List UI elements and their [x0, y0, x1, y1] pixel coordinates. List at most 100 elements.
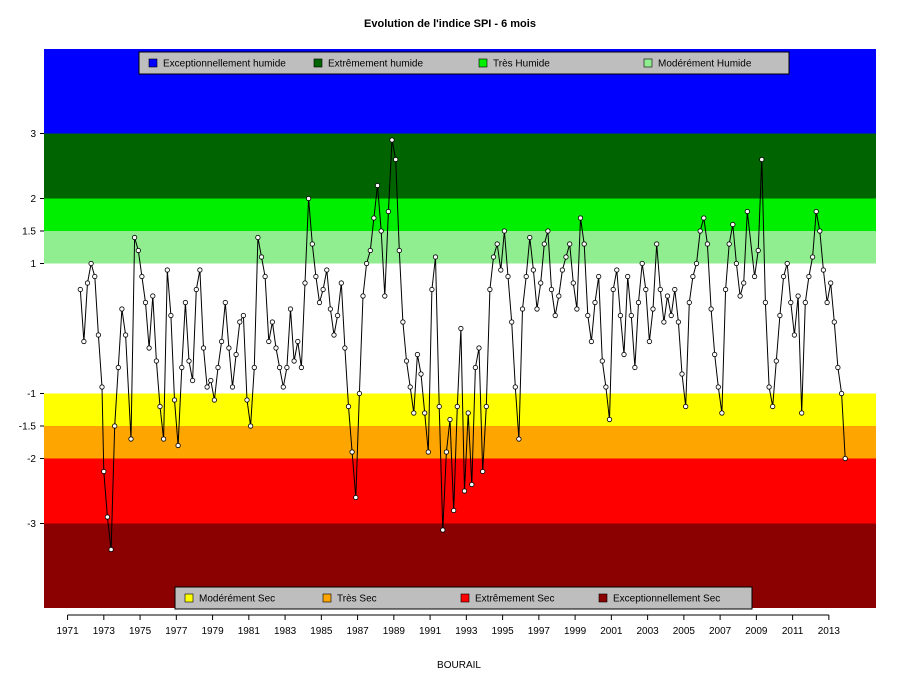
- data-point: [119, 306, 125, 312]
- data-point: [469, 481, 475, 488]
- data-point: [128, 436, 134, 442]
- data-point: [81, 338, 87, 345]
- data-point: [418, 371, 424, 377]
- data-point: [556, 293, 562, 299]
- data-point: [802, 299, 808, 306]
- data-point: [262, 273, 268, 280]
- data-point: [396, 247, 402, 254]
- y-tick-label: -3: [27, 519, 36, 530]
- x-tick-label: 1981: [238, 626, 261, 637]
- data-point: [266, 338, 272, 345]
- data-point: [84, 280, 91, 286]
- data-point: [382, 293, 388, 299]
- y-tick-label: -2: [27, 454, 36, 465]
- data-point: [389, 137, 395, 143]
- data-point: [719, 410, 725, 416]
- legend-bottom: Modérément Sec Très Sec Extrêmement Sec Exc…: [174, 586, 753, 610]
- data-point: [374, 182, 381, 189]
- data-point: [443, 449, 449, 455]
- data-point: [545, 228, 551, 234]
- data-point: [799, 410, 805, 416]
- data-point: [563, 254, 569, 260]
- data-point: [353, 494, 359, 501]
- data-point: [429, 286, 435, 293]
- x-tick-label: 1971: [56, 626, 79, 637]
- data-point: [240, 312, 246, 319]
- data-point: [132, 234, 138, 241]
- band-tres-humide: [44, 198, 876, 231]
- x-tick-label: 2007: [709, 626, 732, 637]
- data-point: [817, 228, 823, 234]
- data-point: [422, 410, 428, 416]
- data-point: [679, 371, 685, 377]
- data-point: [585, 312, 591, 319]
- data-point: [356, 390, 362, 397]
- data-point: [226, 345, 232, 351]
- data-point: [255, 234, 261, 241]
- data-point: [806, 273, 812, 280]
- data-point: [77, 286, 83, 293]
- data-point: [788, 299, 794, 306]
- x-tick-label: 2013: [818, 626, 841, 637]
- data-point: [538, 280, 544, 286]
- x-tick-label: 1977: [165, 626, 188, 637]
- data-point: [200, 345, 207, 351]
- data-point: [791, 332, 798, 338]
- band-moderement-humide: [44, 231, 876, 264]
- data-point: [559, 267, 566, 273]
- data-point: [498, 267, 504, 273]
- data-point: [186, 358, 192, 364]
- data-point: [324, 267, 330, 273]
- data-point: [108, 546, 114, 553]
- legend-label-extremement-sec: Extrêmement Sec: [475, 594, 554, 605]
- data-point: [197, 267, 203, 273]
- data-point: [519, 306, 526, 312]
- data-point: [302, 280, 308, 286]
- data-point: [628, 312, 634, 319]
- data-point: [171, 397, 178, 403]
- data-point: [153, 358, 159, 364]
- data-point: [501, 228, 507, 234]
- data-point: [208, 377, 214, 384]
- data-point: [842, 455, 848, 462]
- data-point: [142, 299, 149, 306]
- x-tick-label: 1973: [93, 626, 116, 637]
- data-point: [298, 364, 304, 371]
- data-point: [614, 267, 620, 273]
- data-point: [237, 319, 243, 325]
- data-point: [780, 273, 787, 280]
- chart-title: Evolution de l'indice SPI - 6 mois: [364, 18, 536, 30]
- data-point: [664, 293, 671, 299]
- data-point: [552, 312, 558, 319]
- data-point: [447, 416, 453, 423]
- legend-swatch-moderement-humide: [643, 58, 653, 68]
- data-point: [458, 325, 464, 332]
- x-tick-label: 1985: [310, 626, 333, 637]
- x-tick-label: 1997: [528, 626, 551, 637]
- x-tick-label: 1991: [419, 626, 442, 637]
- data-point: [730, 221, 736, 228]
- data-point: [617, 312, 624, 319]
- data-point: [222, 299, 228, 306]
- data-point: [182, 299, 188, 306]
- data-point: [363, 260, 370, 267]
- data-point: [251, 364, 257, 371]
- data-point: [92, 273, 98, 280]
- data-point: [632, 364, 638, 371]
- x-axis: 1971 1973 1975 1977 1979 1981 1983 1985 1987 1989…: [56, 614, 841, 637]
- legend-swatch-tres-humide: [478, 58, 488, 68]
- data-point: [516, 436, 522, 442]
- data-point: [744, 208, 750, 215]
- data-point: [639, 260, 645, 267]
- data-point: [643, 286, 649, 293]
- band-extremement-sec: [44, 458, 876, 524]
- data-point: [305, 195, 312, 202]
- data-point: [592, 299, 598, 306]
- data-point: [295, 338, 301, 345]
- data-point: [487, 286, 493, 293]
- data-point: [726, 241, 732, 247]
- data-point: [704, 241, 711, 247]
- data-point: [650, 306, 656, 312]
- data-point: [683, 403, 689, 410]
